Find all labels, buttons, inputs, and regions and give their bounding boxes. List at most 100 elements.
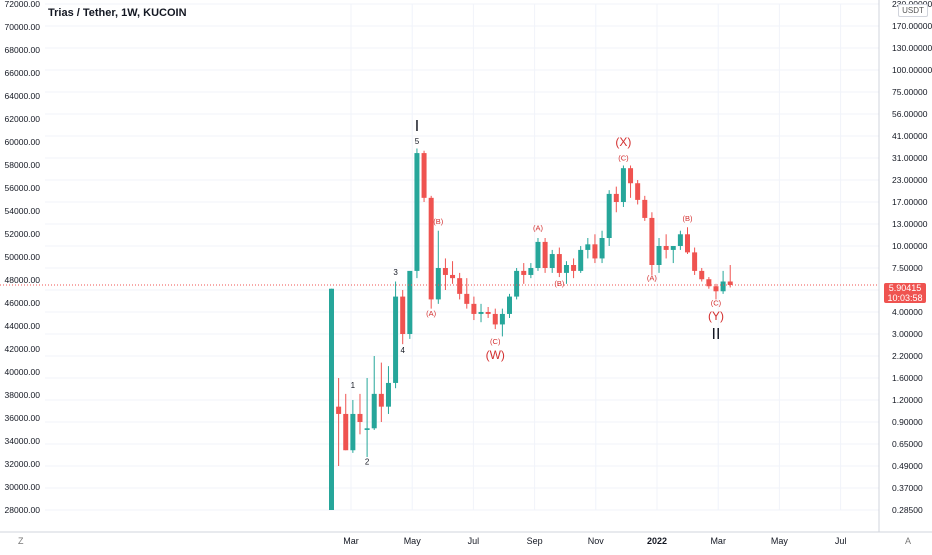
- candle[interactable]: [393, 281, 399, 389]
- candle-body[interactable]: [720, 281, 726, 292]
- candle[interactable]: [699, 268, 705, 282]
- candle[interactable]: [685, 227, 690, 255]
- candle[interactable]: [435, 230, 441, 304]
- candle[interactable]: [364, 378, 370, 458]
- candle-body[interactable]: [492, 313, 498, 325]
- candle-body[interactable]: [457, 278, 463, 294]
- candle-body[interactable]: [656, 246, 662, 266]
- candle-body[interactable]: [727, 281, 733, 285]
- candle-body[interactable]: [350, 413, 356, 451]
- candle-body[interactable]: [613, 193, 619, 202]
- candle-body[interactable]: [528, 268, 534, 275]
- candle[interactable]: [606, 190, 612, 246]
- candle[interactable]: [428, 195, 434, 309]
- candle-body[interactable]: [620, 168, 626, 202]
- candle-body[interactable]: [407, 270, 413, 334]
- candle-body[interactable]: [628, 168, 634, 184]
- candle-body[interactable]: [464, 293, 470, 304]
- zoom-toggle-button[interactable]: Z: [18, 536, 24, 546]
- candle[interactable]: [720, 270, 726, 294]
- candle[interactable]: [464, 278, 470, 309]
- candle[interactable]: [378, 362, 384, 422]
- candle-body[interactable]: [663, 246, 669, 250]
- candle-body[interactable]: [435, 268, 441, 300]
- candle-body[interactable]: [471, 303, 477, 314]
- candle[interactable]: [535, 238, 541, 271]
- candle[interactable]: [670, 246, 676, 264]
- candle-body[interactable]: [599, 238, 605, 259]
- candle[interactable]: [485, 307, 491, 318]
- candle[interactable]: [421, 150, 427, 202]
- candle[interactable]: [592, 234, 598, 264]
- candle-body[interactable]: [563, 265, 569, 273]
- candle[interactable]: [371, 356, 377, 430]
- candle-body[interactable]: [685, 234, 690, 253]
- candle-body[interactable]: [521, 270, 527, 275]
- candle-body[interactable]: [635, 183, 641, 200]
- candle-body[interactable]: [670, 246, 676, 250]
- candle-body[interactable]: [692, 252, 698, 271]
- candle[interactable]: [642, 195, 648, 221]
- candle-body[interactable]: [414, 153, 420, 271]
- candle-body[interactable]: [592, 244, 598, 259]
- candle-body[interactable]: [549, 254, 555, 268]
- candle-body[interactable]: [542, 241, 548, 268]
- candle-body[interactable]: [606, 193, 612, 239]
- candle-body[interactable]: [421, 153, 427, 198]
- candle-body[interactable]: [400, 296, 406, 334]
- candle-body[interactable]: [442, 268, 448, 275]
- candle-body[interactable]: [507, 296, 512, 314]
- candle[interactable]: [514, 268, 520, 300]
- candle-body[interactable]: [514, 270, 520, 297]
- candle[interactable]: [521, 263, 527, 284]
- candle[interactable]: [663, 234, 669, 259]
- candle[interactable]: [385, 366, 391, 414]
- candle-body[interactable]: [578, 249, 584, 271]
- candle-body[interactable]: [713, 286, 719, 292]
- candle[interactable]: [556, 247, 562, 278]
- candle[interactable]: [713, 283, 719, 300]
- candle[interactable]: [578, 246, 584, 273]
- candle-body[interactable]: [677, 234, 683, 246]
- candle[interactable]: [492, 308, 498, 330]
- candle[interactable]: [628, 165, 634, 198]
- candle[interactable]: [649, 212, 655, 275]
- candle[interactable]: [528, 263, 534, 279]
- auto-scale-button[interactable]: A: [905, 536, 912, 546]
- candle[interactable]: [414, 148, 420, 279]
- candle[interactable]: [635, 180, 641, 205]
- candle-body[interactable]: [343, 413, 349, 451]
- candle-body[interactable]: [485, 312, 491, 314]
- candle-body[interactable]: [535, 241, 541, 268]
- candle-body[interactable]: [478, 312, 484, 314]
- candle[interactable]: [450, 261, 456, 284]
- candle[interactable]: [457, 272, 463, 300]
- candle-body[interactable]: [329, 288, 334, 510]
- candle-body[interactable]: [450, 274, 456, 279]
- candle[interactable]: [692, 247, 698, 275]
- candle[interactable]: [542, 238, 548, 273]
- candle-body[interactable]: [642, 199, 648, 218]
- candle[interactable]: [620, 165, 626, 207]
- candle[interactable]: [400, 290, 406, 345]
- candle[interactable]: [507, 293, 512, 318]
- candle-body[interactable]: [371, 393, 377, 429]
- candle[interactable]: [343, 393, 349, 451]
- candle[interactable]: [336, 378, 342, 466]
- candle-body[interactable]: [556, 254, 562, 273]
- candle[interactable]: [599, 230, 605, 264]
- candle-body[interactable]: [585, 244, 591, 250]
- candle[interactable]: [357, 393, 363, 435]
- candle[interactable]: [585, 238, 591, 259]
- candle[interactable]: [478, 303, 484, 323]
- candle[interactable]: [706, 277, 712, 289]
- candle-body[interactable]: [385, 382, 391, 407]
- candle-body[interactable]: [571, 265, 577, 271]
- candle-body[interactable]: [706, 279, 712, 287]
- candle[interactable]: [677, 230, 683, 250]
- candle-body[interactable]: [336, 406, 342, 414]
- candle[interactable]: [329, 288, 334, 510]
- candle[interactable]: [563, 261, 569, 284]
- candle[interactable]: [442, 258, 448, 290]
- candle[interactable]: [407, 270, 413, 339]
